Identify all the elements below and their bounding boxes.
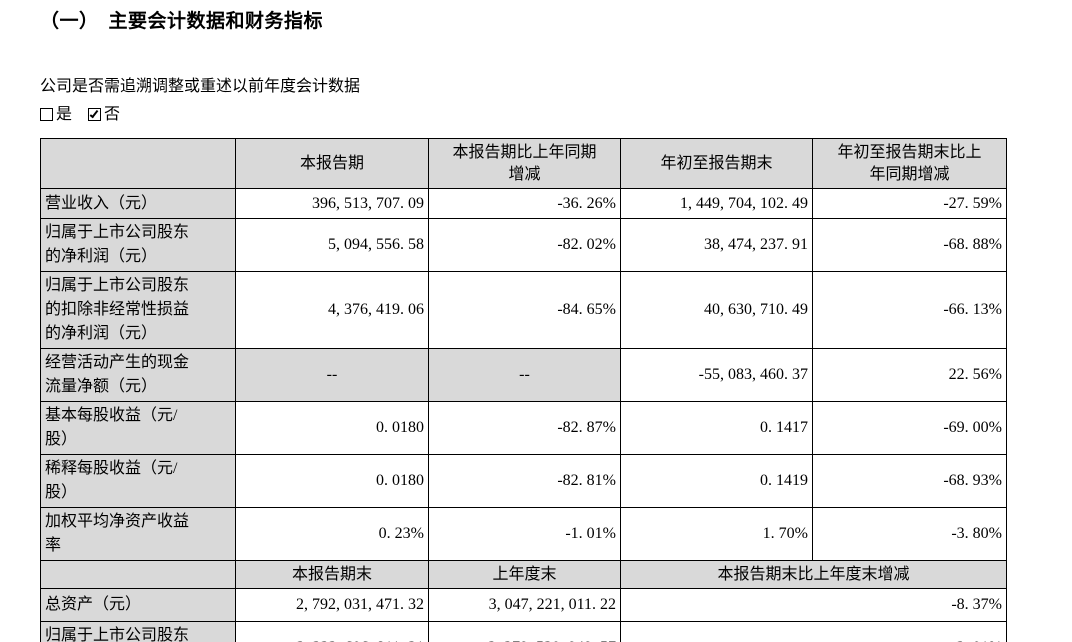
table-row-weighted-avg-roe: 加权平均净资产收益 率 0. 23% -1. 01% 1. 70% -3. 80… — [40, 507, 1007, 561]
section-title: （一） 主要会计数据和财务指标 — [40, 11, 324, 32]
cell-value: -82. 02% — [428, 218, 621, 272]
checkbox-yes[interactable]: 是 — [40, 106, 72, 123]
row-label: 总资产（元） — [40, 588, 236, 622]
cell-value: -- — [428, 348, 621, 402]
financial-indicators-table: 本报告期 本报告期比上年同期 增减 年初至报告期末 年初至报告期末比上 年同期增… — [40, 138, 1007, 642]
cell-value: -2. 01% — [620, 621, 1007, 642]
checkbox-checked-icon — [88, 108, 102, 121]
row-label: 加权平均净资产收益 率 — [40, 507, 236, 561]
cell-value: -82. 87% — [428, 401, 621, 455]
row-label: 归属于上市公司股东 的扣除非经常性损益 的净利润（元） — [40, 271, 236, 349]
cell-value: -36. 26% — [428, 188, 621, 219]
header-end-of-last-year: 上年度末 — [428, 560, 621, 589]
cell-value: -- — [235, 348, 429, 402]
cell-value: 2, 279, 530, 949. 57 — [428, 621, 621, 642]
header-current-period: 本报告期 — [235, 138, 429, 189]
check-mark-icon — [89, 108, 99, 119]
cell-value: -3. 80% — [812, 507, 1007, 561]
row-label: 营业收入（元） — [40, 188, 236, 219]
cell-value: 2, 233, 606, 811. 31 — [235, 621, 429, 642]
header-ytd-yoy-change: 年初至报告期末比上 年同期增减 — [812, 138, 1007, 189]
table-row-basic-eps: 基本每股收益（元/ 股） 0. 0180 -82. 87% 0. 1417 -6… — [40, 401, 1007, 455]
row-label: 基本每股收益（元/ 股） — [40, 401, 236, 455]
cell-value: -1. 01% — [428, 507, 621, 561]
cell-value: 0. 0180 — [235, 454, 429, 508]
cell-value: -27. 59% — [812, 188, 1007, 219]
cell-value: -66. 13% — [812, 271, 1007, 349]
cell-value: 1, 449, 704, 102. 49 — [620, 188, 813, 219]
cell-value: 396, 513, 707. 09 — [235, 188, 429, 219]
table-row-net-profit-excl-nonrecurring: 归属于上市公司股东 的扣除非经常性损益 的净利润（元） 4, 376, 419.… — [40, 271, 1007, 349]
cell-value: 1. 70% — [620, 507, 813, 561]
cell-value: -55, 083, 460. 37 — [620, 348, 813, 402]
checkbox-yes-label: 是 — [56, 106, 73, 123]
row-label: 归属于上市公司股东 的净利润（元） — [40, 218, 236, 272]
cell-value: 38, 474, 237. 91 — [620, 218, 813, 272]
cell-value: 4, 376, 419. 06 — [235, 271, 429, 349]
table-row-owners-equity: 归属于上市公司股东 的所有者权益（元） 2, 233, 606, 811. 31… — [40, 621, 1007, 642]
restatement-options: 是 否 — [40, 100, 132, 124]
cell-value: 40, 630, 710. 49 — [620, 271, 813, 349]
header-empty — [40, 560, 236, 589]
cell-value: -82. 81% — [428, 454, 621, 508]
cell-value: 0. 1419 — [620, 454, 813, 508]
checkbox-unchecked-icon — [40, 108, 53, 121]
table-row-revenue: 营业收入（元） 396, 513, 707. 09 -36. 26% 1, 44… — [40, 188, 1007, 219]
cell-value: -68. 88% — [812, 218, 1007, 272]
row-label: 归属于上市公司股东 的所有者权益（元） — [40, 621, 236, 642]
table-row-operating-cash-flow: 经营活动产生的现金 流量净额（元） -- -- -55, 083, 460. 3… — [40, 348, 1007, 402]
checkbox-no[interactable]: 否 — [88, 106, 120, 123]
cell-value: 0. 23% — [235, 507, 429, 561]
table-row-diluted-eps: 稀释每股收益（元/ 股） 0. 0180 -82. 81% 0. 1419 -6… — [40, 454, 1007, 508]
row-label: 稀释每股收益（元/ 股） — [40, 454, 236, 508]
cell-value: 2, 792, 031, 471. 32 — [235, 588, 429, 622]
table-row-total-assets: 总资产（元） 2, 792, 031, 471. 32 3, 047, 221,… — [40, 588, 1007, 622]
cell-value: -69. 00% — [812, 401, 1007, 455]
cell-value: -8. 37% — [620, 588, 1007, 622]
cell-value: 22. 56% — [812, 348, 1007, 402]
table-header-row-period-end: 本报告期末 上年度末 本报告期末比上年度末增减 — [40, 560, 1007, 589]
cell-value: 3, 047, 221, 011. 22 — [428, 588, 621, 622]
cell-value: 5, 094, 556. 58 — [235, 218, 429, 272]
header-period-end-change: 本报告期末比上年度末增减 — [620, 560, 1007, 589]
header-empty — [40, 138, 236, 189]
checkbox-no-label: 否 — [104, 106, 121, 123]
header-end-of-period: 本报告期末 — [235, 560, 429, 589]
restatement-question: 公司是否需追溯调整或重述以前年度会计数据 — [40, 78, 361, 95]
header-current-period-yoy-change: 本报告期比上年同期 增减 — [428, 138, 621, 189]
row-label: 经营活动产生的现金 流量净额（元） — [40, 348, 236, 402]
cell-value: 0. 0180 — [235, 401, 429, 455]
header-ytd: 年初至报告期末 — [620, 138, 813, 189]
cell-value: -68. 93% — [812, 454, 1007, 508]
cell-value: -84. 65% — [428, 271, 621, 349]
cell-value: 0. 1417 — [620, 401, 813, 455]
table-header-row-period: 本报告期 本报告期比上年同期 增减 年初至报告期末 年初至报告期末比上 年同期增… — [40, 138, 1007, 189]
table-row-net-profit: 归属于上市公司股东 的净利润（元） 5, 094, 556. 58 -82. 0… — [40, 218, 1007, 272]
